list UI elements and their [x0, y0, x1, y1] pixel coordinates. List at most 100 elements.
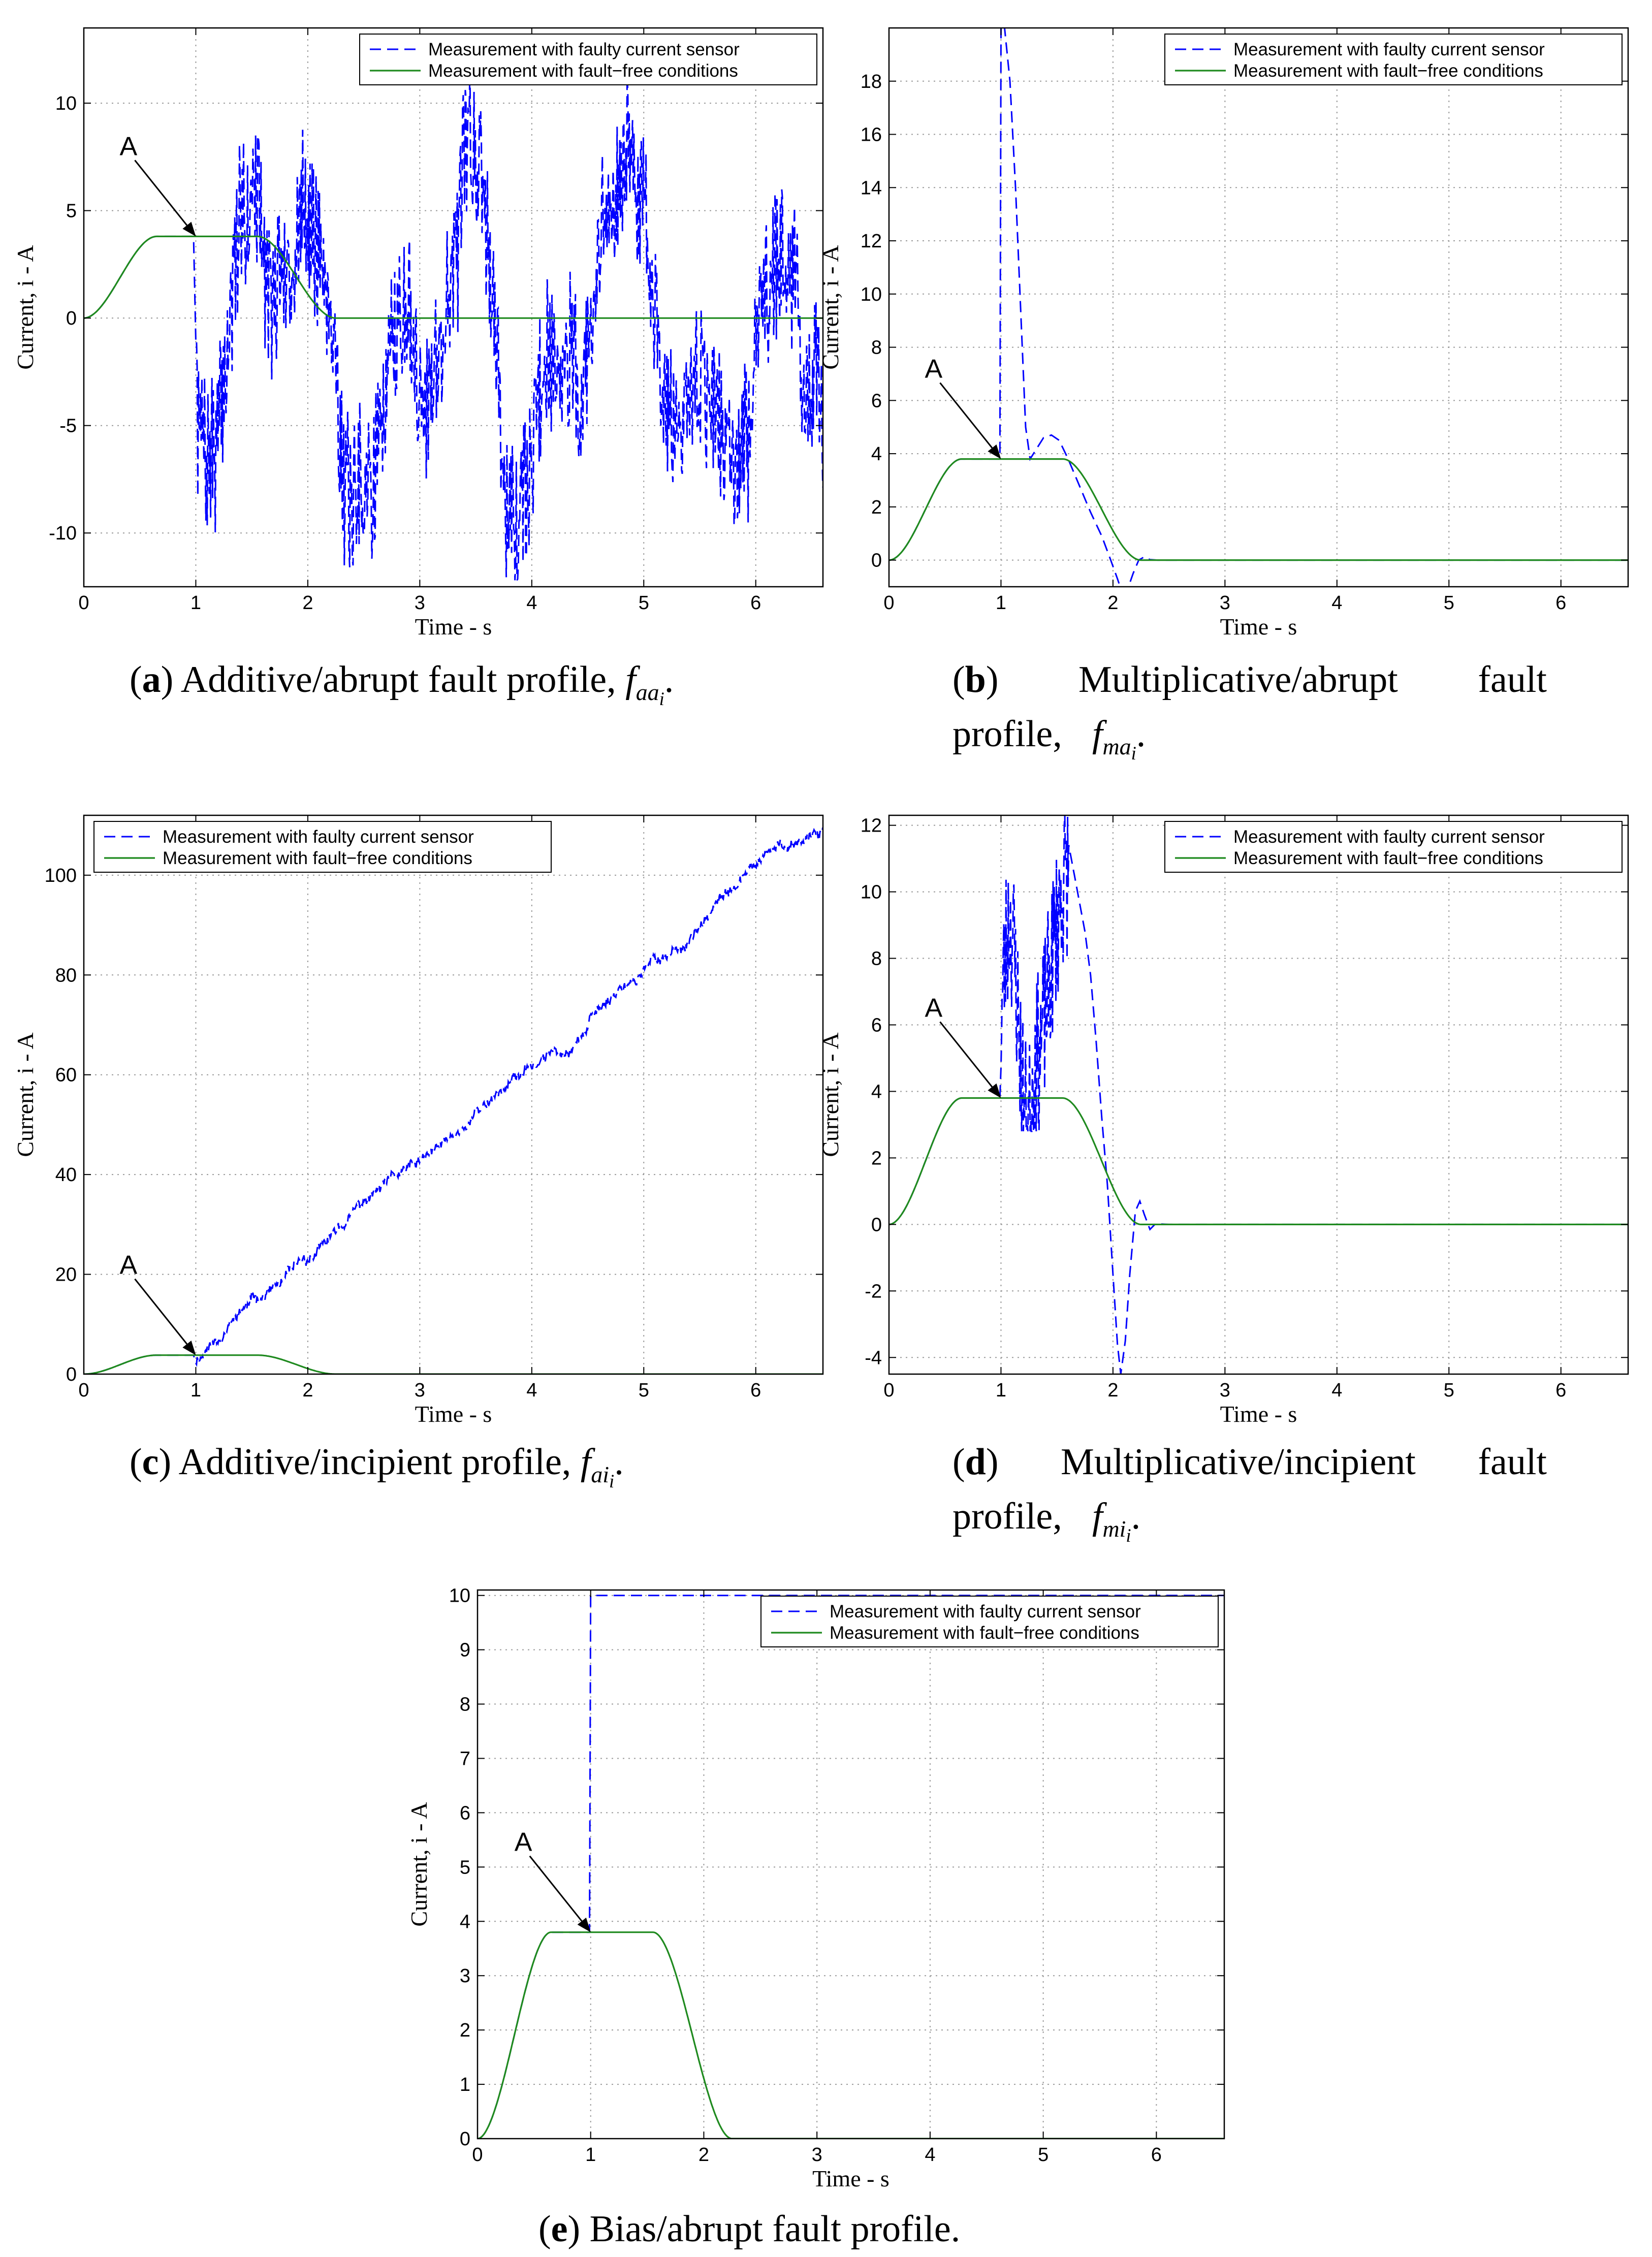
- plot-area: [889, 815, 1628, 1374]
- y-tick-label: 10: [861, 284, 882, 305]
- legend-box: [359, 34, 817, 85]
- annotation-label: A: [119, 1251, 137, 1280]
- y-axis-label: Current, i - A: [12, 245, 38, 369]
- annotation-arrow-shaft: [529, 1855, 583, 1922]
- y-tick-label: 6: [460, 1802, 470, 1824]
- annotation-label: A: [515, 1828, 532, 1857]
- y-tick-label: 16: [861, 124, 882, 146]
- x-tick-label: 1: [996, 1380, 1006, 1401]
- y-tick-label: 8: [871, 337, 882, 359]
- legend: Measurement with faulty current sensor Me…: [359, 34, 817, 85]
- annotation-label: A: [925, 355, 942, 384]
- annotation: A: [515, 1828, 591, 1932]
- y-tick-label: 3: [460, 1965, 470, 1987]
- y-tick-label: 2: [871, 1148, 882, 1169]
- y-axis-label: Current, i - A: [12, 1032, 38, 1157]
- plot-area: [84, 815, 823, 1374]
- x-tick-label: 4: [526, 592, 537, 614]
- caption-c-text: Additive/incipient profile,: [171, 1441, 581, 1483]
- y-tick-label: 8: [460, 1694, 470, 1715]
- y-tick-label: 2: [871, 497, 882, 518]
- caption-c-symbol: f: [580, 1441, 591, 1483]
- y-tick-label: 10: [449, 1585, 470, 1607]
- y-tick-label: 5: [460, 1857, 470, 1878]
- series-faulty-line: [84, 62, 823, 581]
- x-tick-label: 6: [1555, 1380, 1566, 1401]
- legend: Measurement with faulty current sensorMe…: [93, 821, 552, 873]
- x-tick-label: 6: [750, 1380, 761, 1401]
- x-tick-label: 5: [1038, 2144, 1049, 2166]
- x-tick-label: 5: [639, 1380, 649, 1401]
- x-tick-label: 1: [996, 592, 1006, 614]
- legend-faulty-label: Measurement with faulty current sensor: [428, 40, 740, 59]
- y-tick-label: 4: [871, 443, 882, 465]
- axes-frame: [476, 1589, 1225, 2140]
- legend-box: [93, 821, 552, 873]
- y-tick-label: 9: [460, 1640, 470, 1661]
- y-tick-label: 2: [460, 2020, 470, 2041]
- x-tick-label: 0: [883, 1380, 894, 1401]
- x-tick-label: 6: [1555, 592, 1566, 614]
- x-tick-label: 3: [415, 1380, 425, 1401]
- y-tick-label: -5: [59, 416, 77, 437]
- y-tick-label: 12: [861, 815, 882, 837]
- legend: Measurement with faulty current sensorMe…: [760, 1596, 1219, 1647]
- caption-a-sub-text: aa: [636, 679, 659, 705]
- legend-fault-free-label: Measurement with fault−free conditions: [428, 61, 738, 81]
- caption-e-text: Bias/abrupt fault profile.: [580, 2208, 961, 2250]
- annotation-arrow-head: [182, 221, 196, 237]
- legend-faulty-label: Measurement with faulty current sensor: [1233, 40, 1545, 59]
- plot-area: [478, 1590, 1224, 2139]
- chart-e: 0 1 2 3 4 5 6 0 1 2 3 4 5 6 7 8 9 10 Time - s Current, i - …: [401, 1575, 1240, 2200]
- caption-e-tag: e: [551, 2208, 568, 2250]
- legend-faulty-label: Measurement with faulty current sensor: [163, 827, 474, 847]
- y-tick-label: 18: [861, 71, 882, 92]
- series-faulty-line: [84, 827, 823, 1374]
- x-tick-label: 3: [1220, 1380, 1230, 1401]
- caption-b-subsub: i: [1131, 743, 1136, 764]
- y-tick-label: 5: [66, 201, 77, 222]
- caption-c-sub-text: ai: [591, 1461, 610, 1487]
- x-tick-label: 6: [1151, 2144, 1162, 2166]
- x-tick-label: 4: [925, 2144, 935, 2166]
- series-fault-free-line: [84, 1354, 823, 1374]
- x-tick-label: 6: [750, 592, 761, 614]
- y-tick-label: 10: [861, 882, 882, 903]
- x-axis-label: Time - s: [1220, 614, 1297, 640]
- y-tick-label: 12: [861, 231, 882, 252]
- legend-box: [1164, 34, 1623, 85]
- caption-d: (d) Multiplicative/incipient fault profi…: [952, 1441, 1547, 1546]
- caption-b-sub-text: ma: [1102, 734, 1131, 760]
- legend-fault-free-label: Measurement with fault−free conditions: [1233, 848, 1543, 868]
- x-axis-label: Time - s: [1220, 1401, 1297, 1427]
- y-tick-label: 20: [55, 1264, 77, 1286]
- x-tick-label: 2: [698, 2144, 709, 2166]
- caption-a-tag: a: [142, 659, 161, 701]
- y-axis-label: Current, i - A: [817, 1032, 843, 1157]
- annotation-label: A: [119, 132, 137, 161]
- y-tick-label: 4: [871, 1081, 882, 1102]
- caption-c-subsub: i: [609, 1470, 615, 1491]
- y-tick-label: -2: [865, 1281, 882, 1302]
- axes-frame: [83, 27, 824, 588]
- y-tick-label: 0: [66, 308, 77, 329]
- annotation-arrow-head: [988, 444, 1001, 459]
- legend: Measurement with faulty current sensorMe…: [1164, 821, 1623, 873]
- annotation-arrow-head: [988, 1083, 1001, 1098]
- caption-e: (e) Bias/abrupt fault profile.: [538, 2208, 961, 2250]
- chart-c: 0 1 2 3 4 5 6 0 20 40 60 80 100 Time - s Current, i - …: [10, 803, 833, 1433]
- caption-c-end: .: [614, 1441, 624, 1483]
- annotation: A: [925, 355, 1001, 459]
- x-tick-label: 2: [1107, 1380, 1118, 1401]
- y-tick-label: 8: [871, 948, 882, 970]
- caption-b: (b) Multiplicative/abrupt fault profile,…: [952, 659, 1547, 764]
- y-tick-label: 10: [55, 93, 77, 114]
- annotation: A: [925, 994, 1001, 1098]
- x-tick-label: 3: [415, 592, 425, 614]
- caption-b-end: .: [1136, 713, 1146, 755]
- legend-box: [1164, 821, 1623, 873]
- caption-b-symbol: f: [1092, 713, 1103, 755]
- chart-d: 0 1 2 3 4 5 6 -4 -2 0 2 4 6 8 10 12 Time - s Current, i -…: [817, 803, 1646, 1433]
- x-tick-label: 5: [1444, 1380, 1454, 1401]
